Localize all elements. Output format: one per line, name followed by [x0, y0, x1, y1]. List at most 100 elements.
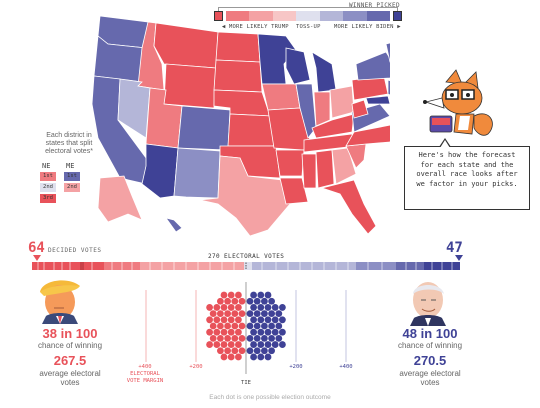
state-ms[interactable]: [301, 153, 317, 189]
biden-outcome-dot: [279, 316, 286, 324]
axis-trump-400: +400: [138, 364, 152, 370]
trump-outcome-dot: [220, 328, 228, 336]
axis-biden-400: +400: [339, 364, 353, 370]
state-oh[interactable]: [329, 85, 355, 119]
biden-outcome-dot: [271, 328, 279, 336]
biden-outcome-dot: [264, 291, 272, 299]
state-ga[interactable]: [331, 147, 357, 185]
biden-outcome-dot: [264, 304, 272, 311]
state-sd[interactable]: [213, 59, 263, 93]
biden-outcome-dot: [246, 322, 254, 330]
state-mi[interactable]: [311, 51, 337, 93]
trump-chance: 38 in 100: [42, 326, 98, 341]
state-al[interactable]: [315, 149, 335, 189]
biden-outcome-dot: [253, 347, 261, 355]
state-ar[interactable]: [275, 149, 305, 177]
state-la[interactable]: [279, 177, 309, 205]
axis-biden-200: +200: [289, 364, 303, 370]
trump-outcome-dot: [227, 291, 235, 299]
winner-picked-biden-swatch[interactable]: [393, 11, 402, 21]
trump-outcome-dot: [238, 297, 246, 305]
state-vt[interactable]: [385, 42, 390, 63]
biden-outcome-dot: [279, 341, 286, 348]
state-in[interactable]: [313, 91, 331, 127]
trump-outcome-dot: [235, 328, 242, 336]
biden-decided-votes: 47: [446, 240, 463, 256]
state-wi[interactable]: [285, 47, 311, 85]
ne-district-1[interactable]: 1st: [40, 172, 56, 181]
state-nm[interactable]: [173, 147, 221, 199]
state-az[interactable]: [141, 143, 179, 199]
trump-outcome-dot: [217, 347, 224, 355]
state-ny[interactable]: [355, 51, 390, 81]
trump-decided-votes: 64: [28, 240, 45, 256]
outcome-dot-plot[interactable]: [140, 282, 360, 382]
state-md[interactable]: [365, 95, 390, 105]
electoral-vote-bar[interactable]: [32, 262, 462, 270]
state-nd[interactable]: [215, 31, 261, 63]
trump-outcome-dot: [217, 322, 224, 330]
biden-outcome-dot: [250, 304, 257, 311]
state-co[interactable]: [177, 105, 231, 151]
trump-outcome-dot: [209, 334, 217, 342]
state-fl[interactable]: [320, 179, 377, 235]
biden-outcome-dot: [264, 316, 272, 324]
me-district-1[interactable]: 1st: [64, 172, 80, 181]
trump-outcome-dot: [220, 291, 228, 299]
state-wy[interactable]: [163, 63, 217, 109]
axis-tie-label: TIE: [241, 380, 251, 386]
ne-label: NE: [42, 162, 51, 170]
more-biden-label: MORE LIKELY BIDEN ▶: [334, 24, 401, 30]
biden-outcome-dot: [271, 316, 279, 324]
trump-outcome-dot: [235, 291, 242, 299]
state-nj[interactable]: [387, 79, 390, 96]
trump-outcome-dot: [220, 353, 228, 361]
trump-outcome-dot: [231, 334, 239, 342]
me-district-2[interactable]: 2nd: [64, 183, 80, 192]
trump-outcome-dot: [213, 341, 221, 348]
ne-district-2[interactable]: 2nd: [40, 183, 56, 192]
trump-outcome-dot: [224, 347, 231, 355]
trump-outcome-dot: [220, 341, 228, 348]
trump-outcome-dot: [231, 297, 239, 305]
district-caption: Each district in states that split elect…: [45, 132, 93, 155]
biden-outcome-dot: [257, 328, 265, 336]
trump-outcome-dot: [235, 341, 242, 348]
biden-outcome-dot: [246, 347, 254, 355]
state-tx[interactable]: [199, 155, 291, 237]
trump-outcome-dot: [217, 310, 224, 318]
state-ak[interactable]: [97, 175, 143, 223]
state-nc[interactable]: [345, 124, 390, 147]
biden-outcome-dot: [264, 328, 272, 336]
ne-district-3[interactable]: 3rd: [40, 194, 56, 203]
trump-outcome-dot: [231, 322, 239, 330]
trump-outcome-dot: [213, 304, 221, 311]
state-wv[interactable]: [351, 99, 369, 119]
biden-pointer-icon: [455, 255, 463, 261]
state-ks[interactable]: [227, 113, 275, 147]
decided-votes-label: DECIDED VOTES: [48, 247, 102, 254]
state-ia[interactable]: [261, 83, 301, 111]
biden-outcome-dot: [257, 353, 265, 361]
biden-outcome-dot: [261, 334, 268, 342]
biden-outcome-dot: [271, 341, 279, 348]
trump-outcome-dot: [227, 304, 235, 311]
trump-outcome-dot: [206, 304, 213, 311]
winner-picked-trump-swatch[interactable]: [214, 11, 223, 21]
biden-outcome-dot: [275, 322, 283, 330]
winner-picked-label: WINNER PICKED: [349, 2, 400, 9]
biden-outcome-dot: [261, 347, 268, 355]
us-map[interactable]: [90, 8, 390, 238]
biden-avg-label: average electoral votes: [399, 369, 461, 387]
state-mt[interactable]: [153, 22, 219, 69]
state-mn[interactable]: [257, 33, 297, 85]
biden-avg-votes: 270.5: [413, 353, 447, 368]
biden-chance: 48 in 100: [402, 326, 458, 341]
state-hi[interactable]: [165, 217, 183, 233]
trump-chance-label: chance of winning: [37, 341, 103, 350]
state-il[interactable]: [295, 83, 317, 139]
trump-outcome-dot: [238, 310, 246, 318]
trump-portrait-icon: [40, 280, 80, 324]
biden-outcome-dot: [250, 316, 257, 324]
biden-outcome-dot: [250, 328, 257, 336]
